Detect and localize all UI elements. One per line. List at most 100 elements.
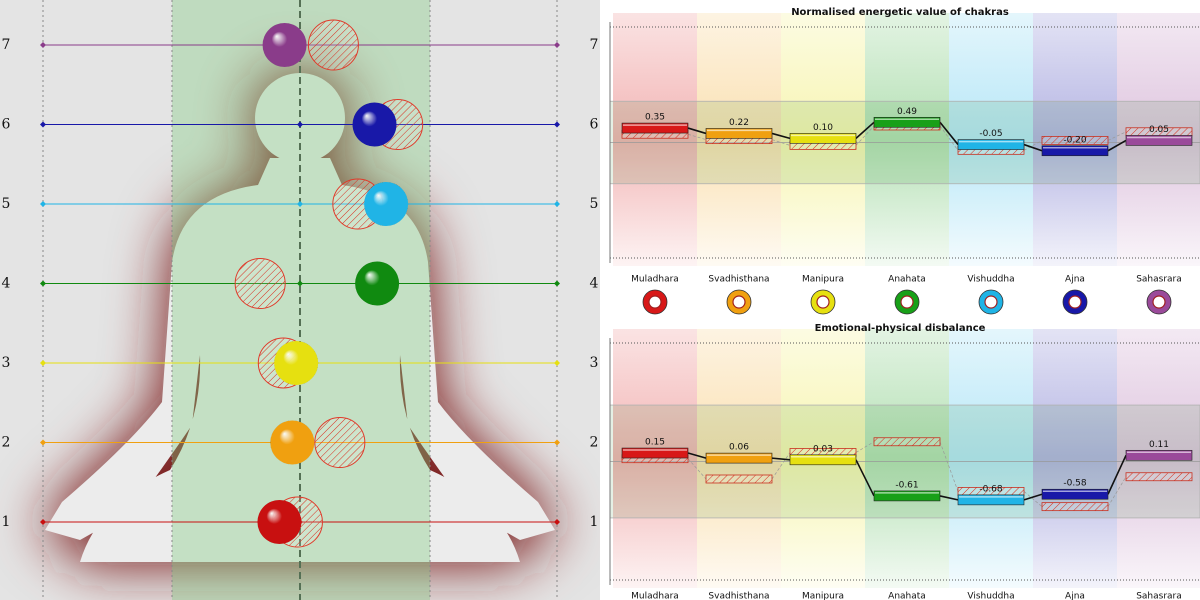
chakra-ball <box>355 261 400 306</box>
category-label: Muladhara <box>631 592 679 600</box>
bar <box>705 128 773 139</box>
category-label: Vishuddha <box>967 275 1014 285</box>
bar <box>1125 449 1193 461</box>
value-connector <box>771 132 791 140</box>
bar <box>957 139 1025 150</box>
reference-box <box>705 474 773 484</box>
chakra-icon-core <box>1152 295 1166 309</box>
level-label: 1 <box>590 514 599 530</box>
value-connector <box>855 459 875 497</box>
level-label: 2 <box>590 435 599 451</box>
level-node <box>40 121 46 128</box>
chakra-icon-core <box>1068 295 1082 309</box>
category-label: Anahata <box>888 592 926 600</box>
level-label: 1 <box>2 514 11 530</box>
reference-box <box>873 437 941 447</box>
reference-circle <box>314 417 366 468</box>
reference-connector <box>1023 491 1043 507</box>
reference-connector <box>939 441 959 492</box>
level-label: 7 <box>590 37 599 53</box>
level-label: 2 <box>2 435 11 451</box>
value-connector <box>1023 493 1043 501</box>
category-label: Svadhisthana <box>708 592 769 600</box>
reference-connector <box>771 139 791 146</box>
value-label: 0.03 <box>813 444 833 454</box>
chakra-icon-core <box>900 295 914 309</box>
column-background <box>949 329 1033 588</box>
value-label: 0.22 <box>729 118 749 128</box>
level-node <box>554 519 560 525</box>
bar <box>789 454 857 466</box>
category-label: Ajna <box>1065 275 1085 285</box>
value-connector <box>939 495 959 501</box>
reference-circle <box>234 258 286 309</box>
chakra-ball <box>262 23 307 67</box>
level-node <box>40 519 46 525</box>
chakra-icon-core <box>816 295 830 309</box>
value-connector <box>687 127 707 135</box>
level-node <box>297 201 303 207</box>
reference-connector <box>687 458 707 480</box>
value-connector <box>939 121 959 146</box>
level-node <box>40 439 46 446</box>
reference-connector <box>1107 476 1127 507</box>
value-label: 0.35 <box>645 113 665 123</box>
category-label: Muladhara <box>631 275 679 285</box>
value-label: -0.20 <box>1063 135 1087 145</box>
chakra-ball <box>257 500 302 544</box>
category-label: Manipura <box>802 275 844 285</box>
level-node <box>40 280 46 287</box>
bar <box>1041 488 1109 500</box>
value-label: -0.68 <box>979 484 1003 494</box>
reference-connector <box>1107 131 1127 141</box>
level-node <box>554 439 560 446</box>
bar <box>705 452 773 464</box>
value-label: -0.61 <box>895 480 918 490</box>
chakra-ball <box>364 182 409 226</box>
category-label: Ajna <box>1065 592 1085 600</box>
chakra-icon-core <box>648 295 662 309</box>
column-background <box>865 329 949 588</box>
value-label: 0.11 <box>1149 440 1169 450</box>
level-label: 5 <box>2 196 11 212</box>
level-label: 3 <box>590 355 599 371</box>
bar <box>1125 135 1193 146</box>
level-node <box>40 360 46 366</box>
value-label: 0.49 <box>897 107 917 117</box>
level-node <box>554 42 560 48</box>
level-node <box>297 121 303 128</box>
bar <box>789 133 857 144</box>
bar <box>1041 145 1109 157</box>
chart-title: Normalised energetic value of chakras <box>791 7 1009 18</box>
reference-box <box>1041 502 1109 512</box>
value-label: 0.05 <box>1149 125 1169 135</box>
reference-connector <box>1023 140 1043 151</box>
category-label: Anahata <box>888 275 926 285</box>
reference-connector <box>687 133 707 140</box>
category-label: Sahasrara <box>1136 592 1182 600</box>
bar <box>621 122 689 134</box>
level-node <box>40 42 46 48</box>
level-label: 4 <box>590 276 599 292</box>
level-node <box>297 280 303 287</box>
reference-connector <box>855 125 875 146</box>
bar <box>957 494 1025 506</box>
bar <box>621 447 689 459</box>
level-label: 3 <box>2 355 11 371</box>
value-connector <box>771 457 791 461</box>
level-node <box>554 360 560 366</box>
level-label: 6 <box>2 117 11 133</box>
reference-circle <box>307 19 359 71</box>
bar <box>873 490 941 502</box>
category-label: Sahasrara <box>1136 275 1182 285</box>
level-node <box>40 201 46 207</box>
reference-connector <box>855 441 875 453</box>
value-connector <box>1107 139 1127 152</box>
chakra-ball <box>270 420 315 465</box>
value-connector <box>855 121 875 139</box>
value-label: -0.05 <box>979 129 1002 139</box>
level-node <box>554 201 560 207</box>
level-node <box>554 280 560 287</box>
value-label: -0.58 <box>1063 479 1087 489</box>
